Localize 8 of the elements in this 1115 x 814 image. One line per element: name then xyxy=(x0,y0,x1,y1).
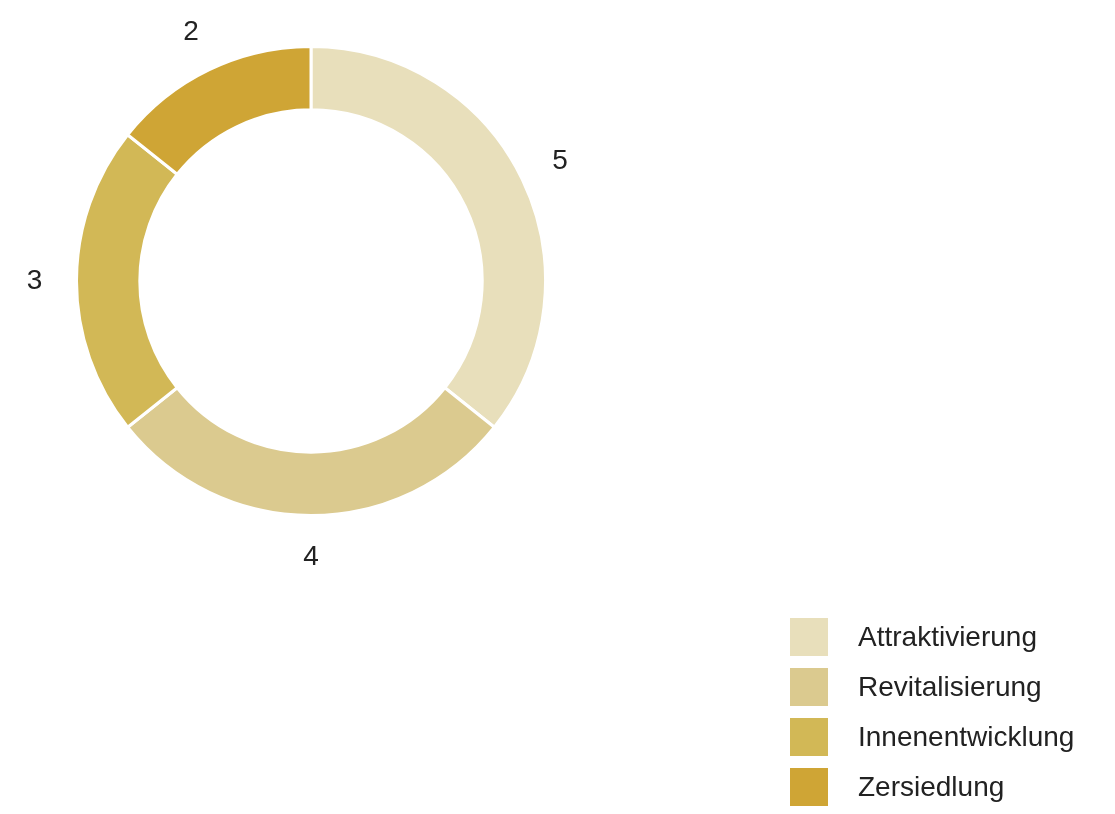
legend-label: Revitalisierung xyxy=(858,671,1042,703)
data-label: 5 xyxy=(552,143,568,175)
data-label: 3 xyxy=(26,263,43,295)
data-label: 4 xyxy=(303,540,319,572)
legend-label: Zersiedlung xyxy=(858,771,1005,803)
legend-label: Attraktivierung xyxy=(858,621,1037,653)
data-label: 2 xyxy=(183,14,199,46)
legend-label: Innenentwicklung xyxy=(858,721,1075,753)
